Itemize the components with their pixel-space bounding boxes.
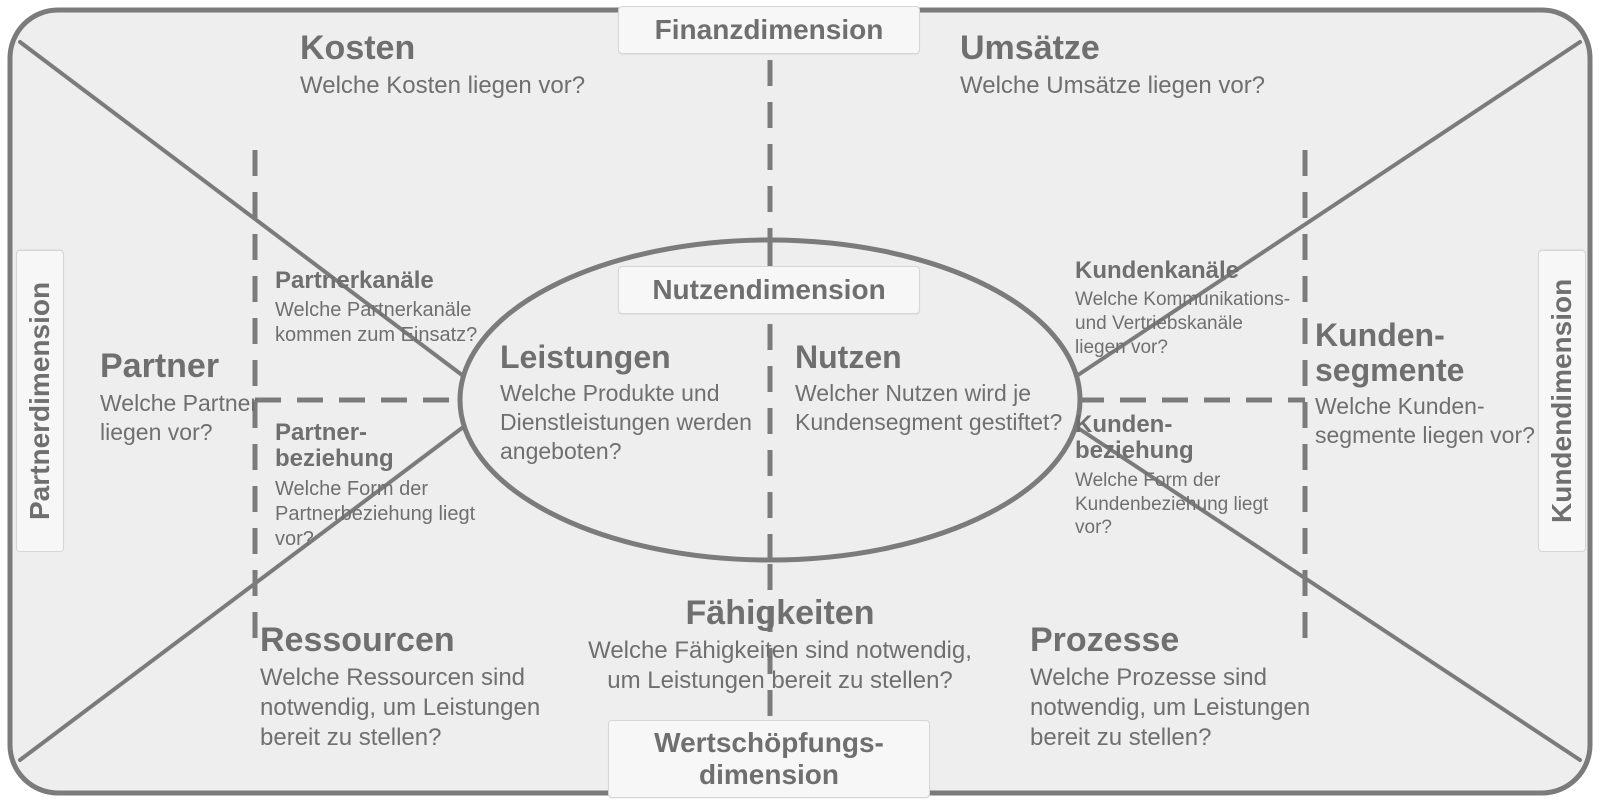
block-title: Partnerkanäle — [275, 268, 505, 294]
dim-label-text: Partnerdimension — [24, 282, 56, 520]
block-title: Kunden- beziehung — [1075, 412, 1285, 465]
block-kundensegmente: Kunden- segmenteWelche Kunden- segmente … — [1315, 318, 1535, 450]
block-sub: Welche Prozesse sind notwendig, um Leist… — [1030, 663, 1350, 753]
dim-label-nutzen: Nutzendimension — [618, 266, 920, 314]
block-umsaetze: Umsätze Welche Umsätze liegen vor? — [960, 30, 1400, 101]
dim-label-text: Kundendimension — [1546, 279, 1578, 523]
dim-label-kunden: Kundendimension — [1538, 250, 1586, 552]
block-partner: Partner Welche Partner liegen vor? — [100, 348, 300, 447]
block-sub: Welcher Nutzen wird je Kundensegment ges… — [795, 379, 1075, 437]
block-ressourcen: Ressourcen Welche Ressourcen sind notwend… — [260, 622, 580, 753]
block-kundenkanaele: Kundenkanäle Welche Kommunikations- und V… — [1075, 258, 1295, 360]
dim-label-text: Nutzendimension — [652, 274, 885, 306]
block-sub: Welche Fähigkeiten sind notwendig, um Le… — [580, 636, 980, 696]
block-nutzen: Nutzen Welcher Nutzen wird je Kundensegme… — [795, 340, 1075, 437]
block-sub: Welche Kommunikations- und Vertriebskanä… — [1075, 288, 1295, 359]
block-title: Fähigkeiten — [580, 595, 980, 632]
block-title: Partner — [100, 348, 300, 385]
block-sub: Welche Partner liegen vor? — [100, 389, 300, 447]
block-sub: Welche Partnerkanäle kommen zum Einsatz? — [275, 298, 505, 348]
dim-label-text: Wertschöpfungs- dimension — [654, 727, 884, 791]
block-title: Ressourcen — [260, 622, 580, 659]
block-title: Kunden- segmente — [1315, 318, 1535, 388]
block-partnerbeziehung: Partner- beziehungWelche Form der Partne… — [275, 420, 495, 552]
block-sub: Welche Umsätze liegen vor? — [960, 71, 1400, 101]
block-sub: Welche Form der Kundenbeziehung liegt vo… — [1075, 469, 1285, 540]
dim-label-wertschoepfung: Wertschöpfungs- dimension — [608, 720, 930, 798]
dim-label-partner: Partnerdimension — [16, 250, 64, 552]
block-title: Prozesse — [1030, 622, 1350, 659]
block-partnerkanaele: Partnerkanäle Welche Partnerkanäle kommen… — [275, 268, 505, 348]
block-sub: Welche Kosten liegen vor? — [300, 71, 740, 101]
block-faehigkeiten: Fähigkeiten Welche Fähigkeiten sind notwe… — [580, 595, 980, 696]
block-title: Leistungen — [500, 340, 770, 375]
block-prozesse: Prozesse Welche Prozesse sind notwendig, … — [1030, 622, 1350, 753]
block-title: Umsätze — [960, 30, 1400, 67]
block-title: Kosten — [300, 30, 740, 67]
block-title: Nutzen — [795, 340, 1075, 375]
block-sub: Welche Kunden- segmente liegen vor? — [1315, 392, 1535, 450]
diagram-stage: { "canvas": { "width": 1600, "height": 8… — [0, 0, 1600, 803]
block-title: Kundenkanäle — [1075, 258, 1295, 284]
block-kundenbeziehung: Kunden- beziehungWelche Form der Kundenb… — [1075, 412, 1285, 540]
block-title: Partner- beziehung — [275, 420, 495, 473]
block-sub: Welche Form der Partnerbeziehung liegt v… — [275, 477, 495, 552]
block-kosten: Kosten Welche Kosten liegen vor? — [300, 30, 740, 101]
block-sub: Welche Produkte und Dienstleistungen wer… — [500, 379, 770, 465]
block-leistungen: Leistungen Welche Produkte und Dienstleis… — [500, 340, 770, 465]
block-sub: Welche Ressourcen sind notwendig, um Lei… — [260, 663, 580, 753]
